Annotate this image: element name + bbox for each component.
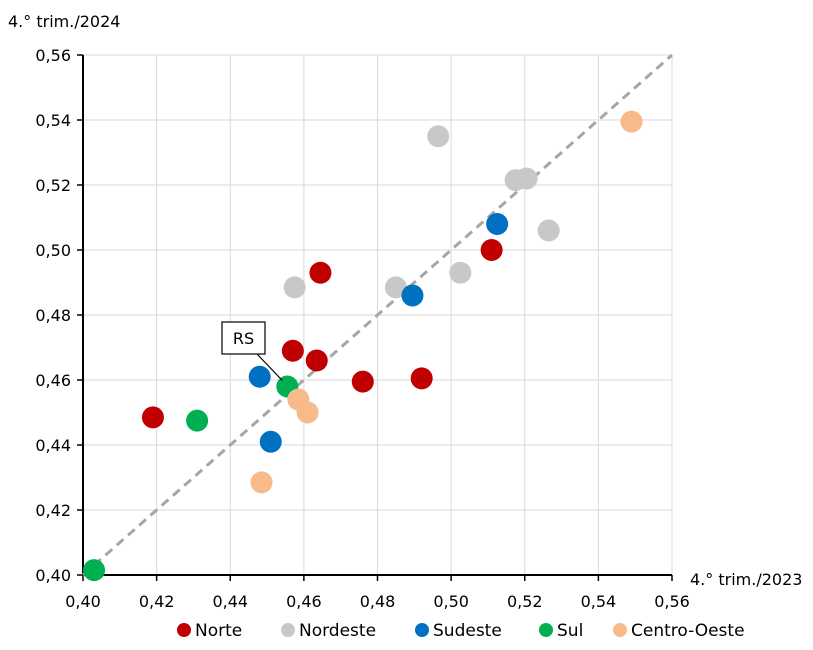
point-centro-oeste <box>296 401 319 424</box>
point-norte <box>305 349 328 372</box>
y-tick-label: 0,42 <box>35 501 71 520</box>
legend-label-sudeste: Sudeste <box>433 621 502 641</box>
y-tick-label: 0,48 <box>35 306 71 325</box>
y-tick-label: 0,46 <box>35 371 71 390</box>
x-tick-label: 0,56 <box>654 592 690 611</box>
y-axis-ticks: 0,40 0,42 0,44 0,46 0,48 0,50 0,52 0,54 0,56 <box>35 46 83 585</box>
point-sudeste <box>401 284 424 307</box>
x-tick-label: 0,46 <box>286 592 322 611</box>
y-tick-label: 0,52 <box>35 176 71 195</box>
x-axis-title: 4.° trim./2023 <box>690 570 802 589</box>
annotation-label: RS <box>233 329 254 348</box>
point-norte <box>281 339 304 362</box>
legend-label-sul: Sul <box>557 621 583 641</box>
legend-marker-sudeste <box>415 623 429 637</box>
point-sul <box>186 409 209 432</box>
point-centro-oeste <box>250 471 273 494</box>
point-norte <box>480 239 503 261</box>
point-norte <box>141 406 164 429</box>
point-norte <box>351 370 374 393</box>
annotation-box <box>221 321 266 355</box>
point-norte <box>410 367 433 390</box>
legend-marker-centro-oeste <box>613 623 627 637</box>
legend-label-norte: Norte <box>195 621 242 641</box>
point-nordeste <box>384 276 407 299</box>
data-points <box>83 110 643 582</box>
legend-marker-norte <box>177 623 191 637</box>
y-tick-label: 0,54 <box>35 111 71 130</box>
point-sudeste <box>259 430 282 453</box>
y-tick-label: 0,40 <box>35 566 71 585</box>
point-norte <box>309 261 332 284</box>
rs-annotation: RS <box>221 321 283 381</box>
grid-lines <box>83 54 673 575</box>
point-sudeste <box>248 365 271 388</box>
x-tick-label: 0,44 <box>212 592 248 611</box>
x-tick-label: 0,54 <box>581 592 617 611</box>
x-tick-label: 0,52 <box>507 592 543 611</box>
point-nordeste <box>449 261 472 284</box>
x-tick-label: 0,50 <box>433 592 469 611</box>
legend: Norte Nordeste Sudeste Sul Centro-Oeste <box>177 621 745 641</box>
x-tick-label: 0,48 <box>360 592 396 611</box>
legend-label-centro-oeste: Centro-Oeste <box>631 621 745 641</box>
point-nordeste <box>283 276 306 299</box>
point-sudeste <box>486 213 509 235</box>
point-nordeste <box>537 219 560 242</box>
legend-marker-nordeste <box>281 623 295 637</box>
point-sul <box>83 559 106 582</box>
y-tick-label: 0,56 <box>35 46 71 65</box>
legend-marker-sul <box>539 623 553 637</box>
y-tick-label: 0,44 <box>35 436 71 455</box>
x-axis-ticks: 0,40 0,42 0,44 0,46 0,48 0,50 0,52 0,54 0,56 <box>65 575 690 611</box>
point-centro-oeste <box>620 110 643 133</box>
point-nordeste <box>427 125 450 148</box>
x-tick-label: 0,40 <box>65 592 101 611</box>
y-tick-label: 0,50 <box>35 241 71 260</box>
annotation-leader-line <box>256 353 283 381</box>
x-tick-label: 0,42 <box>139 592 175 611</box>
legend-label-nordeste: Nordeste <box>299 621 376 641</box>
point-nordeste <box>515 167 538 190</box>
y-axis-title: 4.° trim./2024 <box>8 12 120 31</box>
reference-line-y-equals-x <box>82 53 673 577</box>
